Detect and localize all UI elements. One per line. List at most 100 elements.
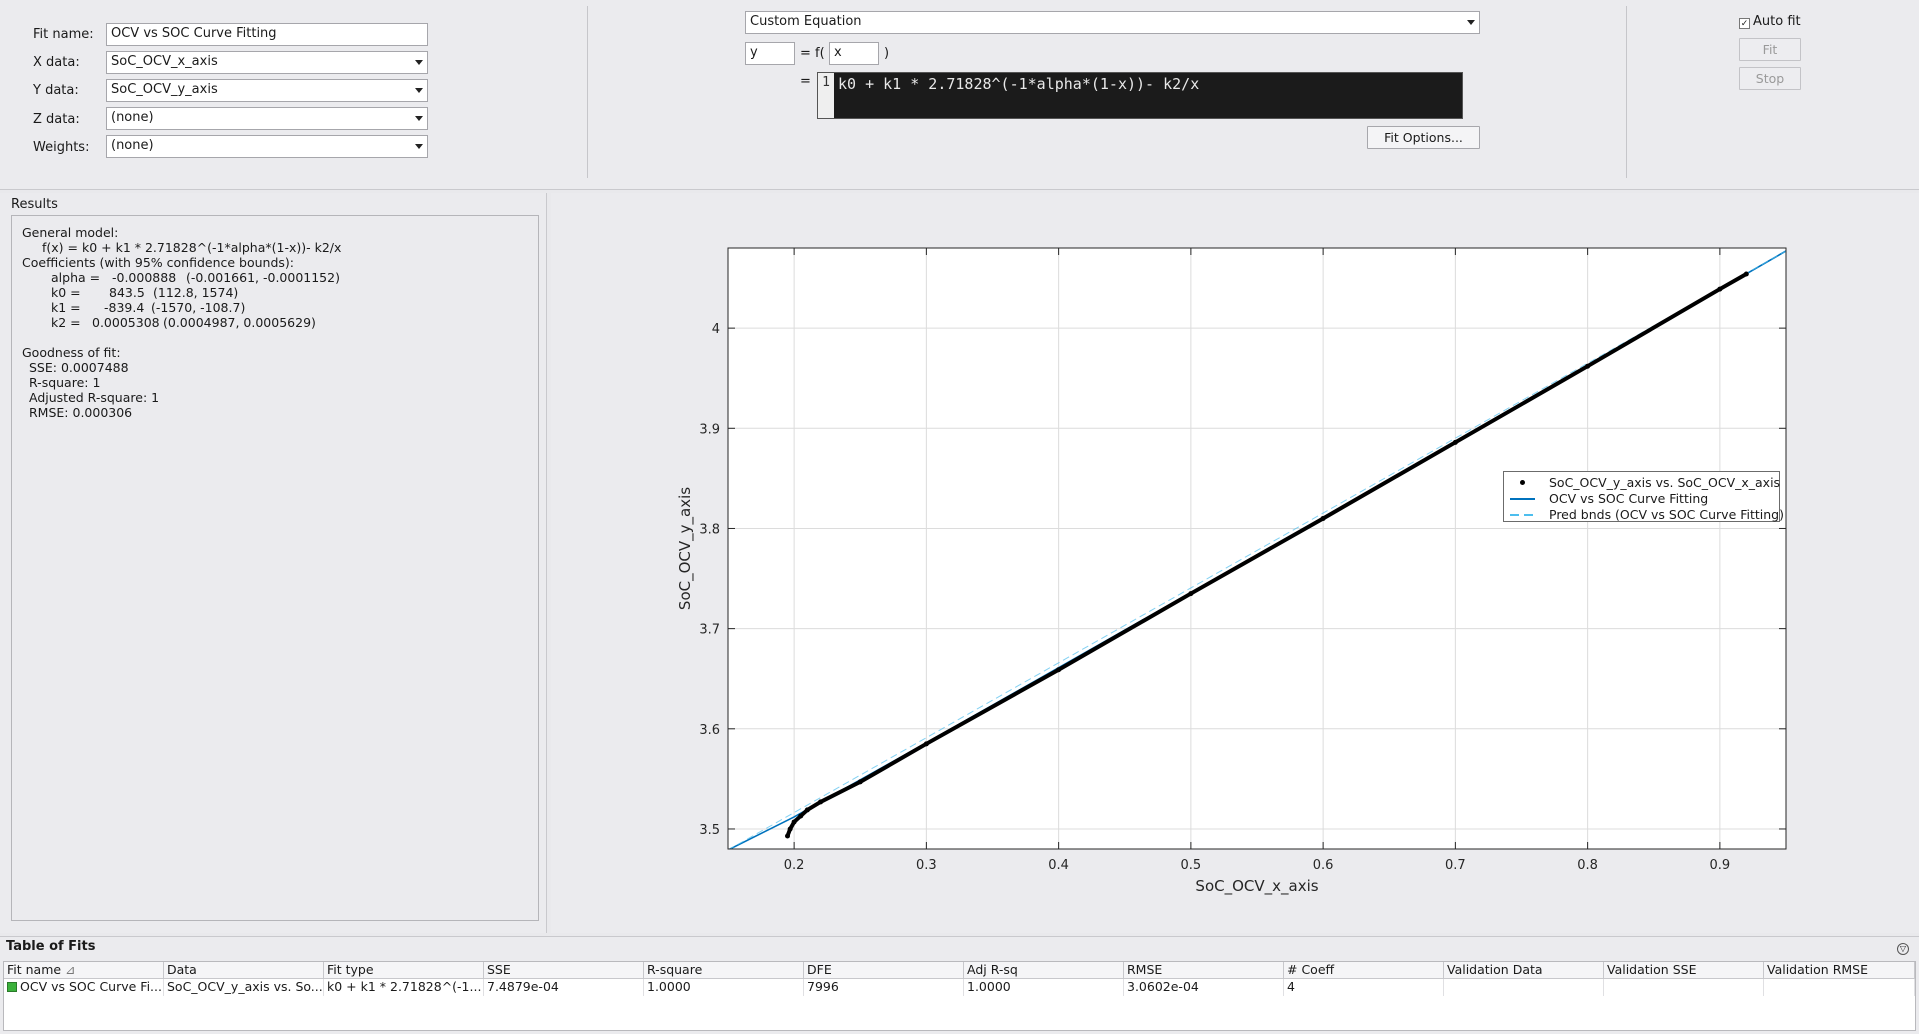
coef-value: -839.4 [104,300,145,315]
goodness-item: Adjusted R-square: 1 [29,390,160,405]
y-tick-label: 4 [712,322,720,337]
coef-name: k2 = [51,315,81,330]
fit-settings-panel: Fit name: OCV vs SOC Curve Fitting X dat… [0,0,1919,190]
table-cell [1764,979,1915,996]
prediction-bounds-line [728,250,1786,849]
x-tick-label: 0.9 [1710,858,1731,873]
coef-bounds: (0.0004987, 0.0005629) [163,315,316,330]
data-point [791,819,797,825]
data-point [1320,515,1326,521]
z-data-dropdown[interactable]: (none) [106,107,428,130]
x-tick-label: 0.3 [916,858,937,873]
check-icon: ✓ [1739,18,1750,29]
axes-box [727,247,1787,850]
fit-type-dropdown[interactable]: Custom Equation [745,11,1480,34]
dashed-line-icon [1510,514,1535,516]
x-tick-label: 0.4 [1048,858,1069,873]
x-tick-label: 0.8 [1577,858,1598,873]
column-header[interactable]: Fit type [324,962,484,979]
divider [1626,6,1627,178]
table-cell: 7996 [804,979,964,996]
y-tick-label: 3.7 [699,623,720,638]
y-data-dropdown[interactable]: SoC_OCV_y_axis [106,79,428,102]
coef-value: 843.5 [109,285,145,300]
y-tick-label: 3.9 [699,422,720,437]
sort-indicator-icon: ⊿ [65,962,76,977]
table-cell: SoC_OCV_y_axis vs. So... [164,979,324,996]
data-point [1743,271,1749,277]
table-cell: 3.0602e-04 [1124,979,1284,996]
x-tick-label: 0.7 [1445,858,1466,873]
independent-variable-input[interactable]: x [829,42,879,65]
column-header[interactable]: RMSE [1124,962,1284,979]
column-header[interactable]: Validation RMSE [1764,962,1915,979]
weights-value: (none) [111,138,154,153]
column-header[interactable]: R-square [644,962,804,979]
data-point [1188,591,1194,597]
fit-name-input[interactable]: OCV vs SOC Curve Fitting [106,23,428,46]
column-header[interactable]: DFE [804,962,964,979]
legend-item-bounds: Pred bnds (OCV vs SOC Curve Fitting) [1504,507,1784,523]
goodness-item: R-square: 1 [29,375,101,390]
y-tick-label: 3.5 [699,823,720,838]
column-header[interactable]: Fit name ⊿ [4,962,164,979]
y-tick-label: 3.8 [699,522,720,537]
fit-status-icon [7,982,17,992]
legend-label: Pred bnds (OCV vs SOC Curve Fitting) [1549,507,1784,522]
coef-value: -0.000888 [112,270,177,285]
coefficients-label: Coefficients (with 95% confidence bounds… [22,255,294,270]
column-header[interactable]: Data [164,962,324,979]
coef-bounds: (-0.001661, -0.0001152) [186,270,340,285]
chevron-down-icon [415,60,423,65]
coef-value: 0.0005308 [92,315,160,330]
y-axis-label: SoC_OCV_y_axis [676,487,695,610]
data-point [1585,363,1591,369]
z-data-label: Z data: [33,112,80,127]
stop-button[interactable]: Stop [1739,67,1801,90]
close-paren-label: ) [884,46,890,61]
data-point [818,799,824,805]
table-of-fits-panel: Table of Fits ▽ Fit name ⊿ Data Fit type… [0,936,1919,1034]
equation-expression[interactable]: k0 + k1 * 2.71828^(-1*alpha*(1-x))- k2/x [838,75,1200,93]
equals-label: = [800,74,811,89]
auto-fit-label: Auto fit [1753,14,1801,29]
auto-fit-checkbox[interactable]: ✓ Auto fit [1739,14,1801,29]
column-header[interactable]: # Coeff [1284,962,1444,979]
model-formula: f(x) = k0 + k1 * 2.71828^(-1*alpha*(1-x)… [42,240,342,255]
y-data-label: Y data: [33,83,79,98]
table-cell [1604,979,1764,996]
x-data-dropdown[interactable]: SoC_OCV_x_axis [106,51,428,74]
data-point [804,807,810,813]
coef-bounds: (112.8, 1574) [153,285,239,300]
column-header[interactable]: SSE [484,962,644,979]
column-header[interactable]: Validation Data [1444,962,1604,979]
data-point [798,813,804,819]
coef-name: k0 = [51,285,81,300]
divider [587,6,588,178]
table-cell: k0 + k1 * 2.71828^(-1... [324,979,484,996]
goodness-label: Goodness of fit: [22,345,121,360]
z-data-value: (none) [111,110,154,125]
x-tick-label: 0.6 [1313,858,1334,873]
fit-options-button[interactable]: Fit Options... [1367,126,1480,149]
table-cell: 7.4879e-04 [484,979,644,996]
equation-editor[interactable]: 1 k0 + k1 * 2.71828^(-1*alpha*(1-x))- k2… [817,72,1463,119]
column-header[interactable]: Adj R-sq [964,962,1124,979]
column-header[interactable]: Validation SSE [1604,962,1764,979]
line-marker-icon [1510,498,1535,500]
x-axis-label: SoC_OCV_x_axis [1195,877,1318,896]
data-point [1452,439,1458,445]
fit-button[interactable]: Fit [1739,38,1801,61]
data-point [1717,286,1723,292]
dependent-variable-input[interactable]: y [745,42,795,65]
chevron-down-icon [1467,20,1475,25]
collapse-icon[interactable]: ▽ [1897,943,1909,955]
y-data-value: SoC_OCV_y_axis [111,82,218,97]
x-tick-label: 0.5 [1181,858,1202,873]
weights-dropdown[interactable]: (none) [106,135,428,158]
coef-bounds: (-1570, -108.7) [151,300,246,315]
fit-plot[interactable]: 0.2 0.3 0.4 0.5 0.6 0.7 0.8 0.9 3.5 3.6 3.7 3.8 3.9 4… [551,193,1919,933]
x-data-label: X data: [33,55,80,70]
x-tick-label: 0.2 [784,858,805,873]
y-tick-label: 3.6 [699,723,720,738]
